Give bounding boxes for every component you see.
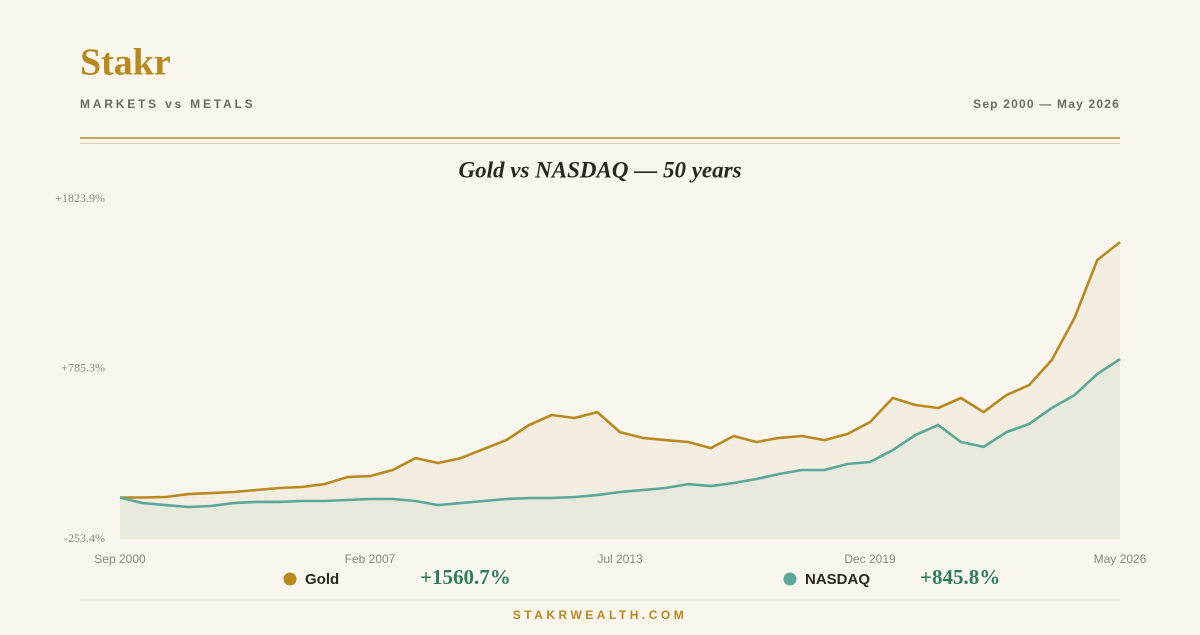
x-tick-label: Sep 2000: [94, 552, 146, 566]
legend-label: NASDAQ: [805, 571, 870, 588]
series-area: [120, 359, 1120, 539]
brand: Stakr: [80, 42, 171, 84]
x-tick-label: Jul 2013: [597, 552, 643, 566]
date-range: Sep 2000 — May 2026: [973, 97, 1120, 111]
plot: -253.4% +785.3% +1823.9% Sep 2000 Feb 2007 Ju…: [55, 191, 1146, 589]
footer-site: STAKRWEALTH.COM: [513, 608, 688, 622]
chart-title: Gold vs NASDAQ — 50 years: [458, 157, 741, 182]
subtitle: MARKETS vs METALS: [80, 97, 255, 111]
series-line: [119, 358, 1121, 509]
x-tick-label: Feb 2007: [345, 552, 396, 566]
x-tick-label: Dec 2019: [844, 552, 896, 566]
series-change: +1560.7%: [420, 565, 511, 589]
series-change: +845.8%: [920, 565, 1000, 589]
legend-label: Gold: [305, 571, 339, 588]
y-tick-label: +785.3%: [61, 361, 105, 375]
y-tick-label: -253.4%: [64, 531, 105, 545]
legend-swatch: [783, 572, 797, 586]
y-tick-label: +1823.9%: [55, 191, 105, 205]
x-tick-label: May 2026: [1094, 552, 1147, 566]
series-line: [120, 241, 1121, 499]
legend-swatch: [283, 572, 297, 586]
